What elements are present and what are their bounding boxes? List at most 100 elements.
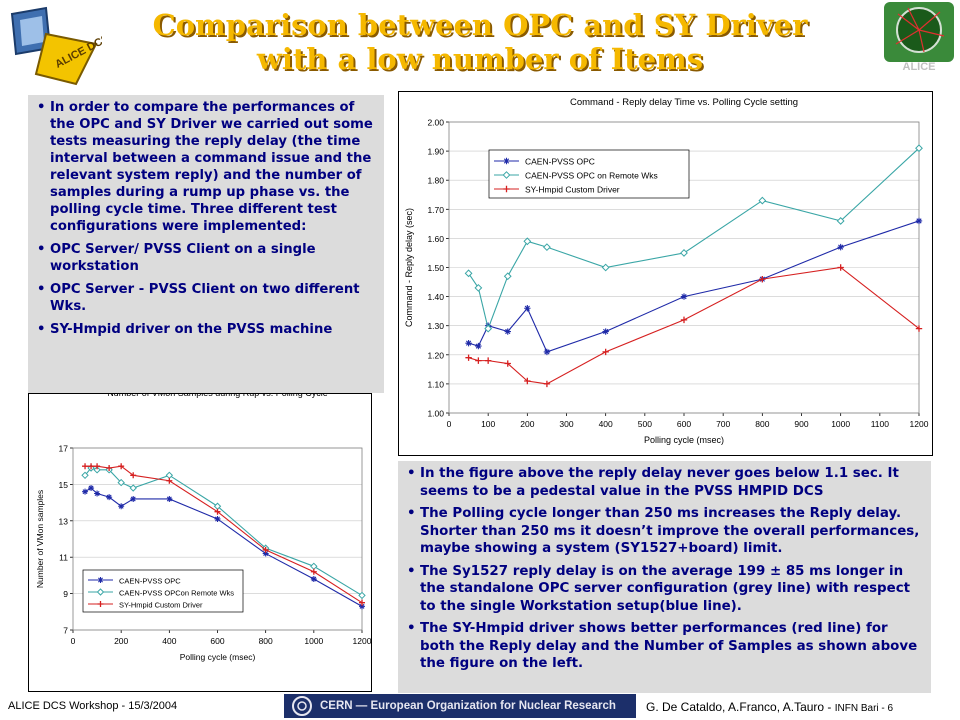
- data-point: [758, 196, 767, 205]
- y-axis-label: Command - Reply delay (sec): [404, 208, 414, 327]
- legend-entry: CAEN-PVSS OPCon Remote Wks: [119, 589, 234, 598]
- data-point: [214, 508, 221, 515]
- data-point: [310, 568, 317, 575]
- x-tick-label: 800: [755, 419, 769, 429]
- data-point: [503, 185, 510, 193]
- list-item: • In order to compare the performances of…: [37, 100, 373, 234]
- data-point: [118, 463, 125, 470]
- y-tick-label: 7: [63, 626, 68, 636]
- data-point: [82, 488, 89, 495]
- data-point: [165, 471, 174, 480]
- y-tick-label: 1.50: [427, 263, 444, 273]
- data-point: [166, 495, 173, 502]
- logo-right-text: ALICE: [903, 61, 936, 72]
- cern-banner: CERN — European Organization for Nuclear…: [284, 694, 636, 718]
- data-point: [523, 237, 532, 246]
- data-point: [262, 546, 269, 553]
- legend-entry: CAEN-PVSS OPC: [525, 157, 595, 167]
- series-caen-pvss-opc-on-remote-wks: [464, 144, 923, 333]
- data-point: [117, 478, 125, 487]
- authors-text: G. De Cataldo, A.Franco, A.Tauro -: [646, 700, 835, 714]
- x-tick-label: 200: [114, 636, 128, 646]
- alice-dcs-logo: ALICE DCS: [6, 4, 111, 90]
- data-point: [543, 380, 551, 388]
- y-tick-label: 1.90: [427, 147, 444, 157]
- x-tick-label: 0: [447, 419, 452, 429]
- data-point: [601, 263, 610, 272]
- vmon-samples-chart-svg: Number of VMon Samples during Rup vs. Po…: [35, 388, 372, 662]
- data-point: [543, 348, 551, 356]
- x-tick-label: 600: [677, 419, 691, 429]
- list-item: • SY-Hmpid driver on the PVSS machine: [37, 322, 333, 337]
- data-point: [524, 377, 531, 385]
- data-point: [915, 325, 923, 332]
- data-point: [106, 494, 113, 501]
- reply-delay-chart-svg: Command - Reply delay Time vs. Polling C…: [404, 97, 929, 445]
- page-number: INFN Bari - 6: [834, 703, 894, 714]
- data-point: [464, 269, 473, 278]
- data-point: [96, 588, 105, 596]
- y-tick-label: 2.00: [427, 118, 444, 128]
- data-point: [310, 562, 318, 571]
- data-point: [504, 328, 511, 335]
- chart-title: Command - Reply delay Time vs. Polling C…: [570, 97, 798, 108]
- legend: CAEN-PVSS OPC CAEN-PVSS OPCon Remote Wks S…: [82, 569, 244, 613]
- data-point: [262, 550, 269, 557]
- list-item: • The Polling cycle longer than 250 ms in…: [407, 506, 920, 556]
- data-point: [502, 171, 511, 179]
- alice-event-logo: ALICE: [880, 0, 958, 73]
- list-item: • OPC Server/ PVSS Client on a single wor…: [37, 242, 316, 274]
- y-axis-label: Number of VMon samples: [35, 490, 45, 588]
- data-point: [310, 576, 317, 583]
- list-item: • In the figure above the reply delay nev…: [407, 466, 899, 499]
- data-point: [106, 465, 113, 472]
- slide-title: Comparison between OPC and SY Driver wit…: [100, 8, 860, 76]
- data-point: [915, 144, 923, 153]
- x-tick-label: 1200: [353, 636, 371, 646]
- data-point: [130, 495, 137, 502]
- data-point: [214, 515, 221, 522]
- x-axis-label: Polling cycle (msec): [644, 435, 724, 445]
- series-caen-pvss-opc: [82, 485, 365, 610]
- y-tick-label: 1.00: [427, 409, 444, 419]
- y-tick-label: 1.20: [427, 350, 444, 360]
- data-point: [97, 577, 104, 583]
- title-line-2: with a low number of Items: [256, 42, 704, 76]
- data-point: [503, 272, 512, 281]
- data-point: [81, 471, 89, 480]
- data-point: [118, 503, 125, 510]
- y-tick-label: 11: [59, 553, 68, 563]
- data-point: [915, 217, 923, 225]
- legend: CAEN-PVSS OPC CAEN-PVSS OPC on Remote Wks…: [488, 149, 690, 199]
- legend-box: [488, 149, 690, 199]
- title-line-1: Comparison between OPC and SY Driver: [152, 8, 808, 42]
- y-tick-label: 1.80: [427, 176, 444, 186]
- test-description-box: • In order to compare the performances of…: [28, 95, 384, 393]
- y-tick-label: 9: [63, 589, 68, 599]
- y-tick-label: 1.60: [427, 234, 444, 244]
- results-box: • In the figure above the reply delay nev…: [398, 461, 931, 693]
- data-point: [93, 466, 101, 474]
- data-point: [82, 463, 89, 470]
- data-point: [503, 157, 510, 165]
- data-point: [680, 293, 688, 300]
- y-tick-label: 13: [59, 516, 69, 526]
- data-point: [543, 243, 551, 252]
- y-tick-label: 1.30: [427, 321, 444, 331]
- data-point: [836, 217, 845, 225]
- data-point: [759, 275, 766, 283]
- x-tick-label: 800: [259, 636, 273, 646]
- data-point: [465, 354, 472, 361]
- x-tick-label: 100: [481, 419, 495, 429]
- data-point: [680, 316, 688, 324]
- x-tick-label: 1000: [304, 636, 323, 646]
- data-point: [88, 463, 95, 470]
- x-tick-label: 500: [638, 419, 652, 429]
- x-tick-label: 900: [794, 419, 808, 429]
- data-point: [359, 603, 365, 610]
- y-tick-label: 15: [59, 480, 69, 490]
- x-tick-label: 0: [71, 636, 76, 646]
- list-item: • The SY-Hmpid driver shows better perfor…: [407, 621, 918, 671]
- data-point: [97, 601, 104, 607]
- legend-entry: CAEN-PVSS OPC on Remote Wks: [525, 171, 658, 181]
